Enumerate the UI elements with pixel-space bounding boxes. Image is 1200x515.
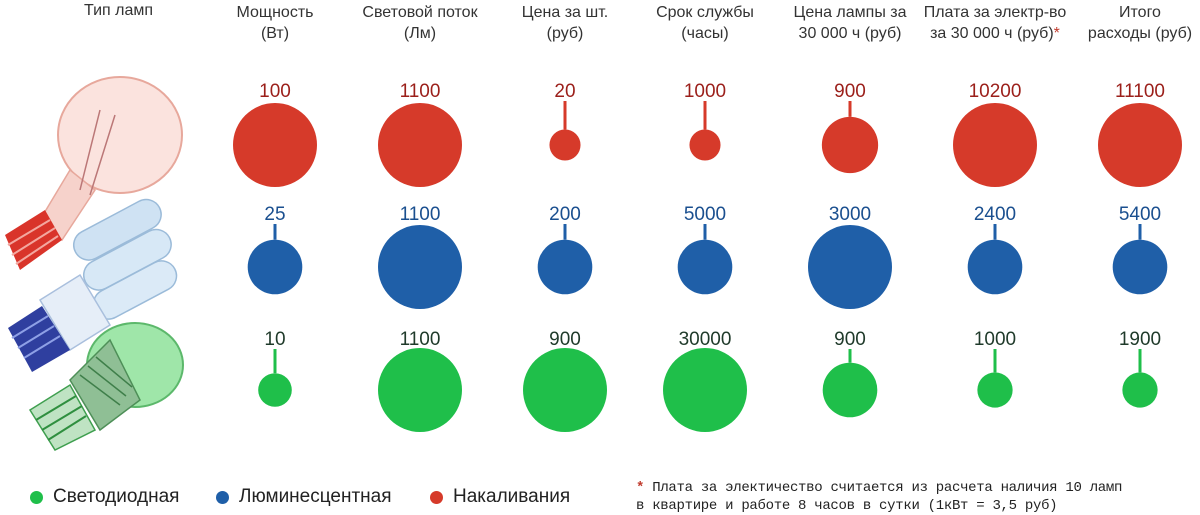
lamp-illustrations bbox=[5, 76, 184, 451]
value-label: 100 bbox=[259, 81, 291, 102]
bubble bbox=[1122, 372, 1158, 408]
legend-item-fluorescent: Люминесцентная bbox=[216, 486, 392, 508]
value-label: 5000 bbox=[684, 204, 726, 225]
value-label: 10200 bbox=[969, 81, 1022, 102]
bubble bbox=[977, 372, 1013, 408]
legend-fluorescent-dot bbox=[216, 490, 229, 504]
legend-item-led: Светодиодная bbox=[30, 486, 179, 508]
bubble bbox=[967, 239, 1023, 295]
bubble bbox=[258, 373, 292, 407]
column-header-line2: (руб) bbox=[546, 25, 584, 42]
bubble bbox=[677, 239, 733, 295]
value-label: 30000 bbox=[679, 329, 732, 350]
column-header-line1: Срок службы bbox=[656, 4, 754, 21]
value-label: 2400 bbox=[974, 204, 1016, 225]
column-header-line2: за 30 000 ч (руб)* bbox=[930, 25, 1060, 42]
value-label: 3000 bbox=[829, 204, 871, 225]
incandescent-bulb-icon bbox=[5, 76, 183, 270]
value-label: 5400 bbox=[1119, 204, 1161, 225]
column-header: Плата за электр-во за 30 000 ч (руб)* bbox=[924, 2, 1067, 44]
bubble bbox=[953, 103, 1037, 187]
column-header-line1: Цена за шт. bbox=[521, 4, 609, 21]
column-header: Итого расходы (руб) bbox=[1088, 2, 1192, 44]
bubble bbox=[822, 362, 878, 418]
bubble bbox=[378, 348, 462, 432]
column-header-line2: расходы (руб) bbox=[1087, 25, 1193, 42]
bubble bbox=[549, 129, 581, 161]
bubble bbox=[378, 103, 462, 187]
legend-incandescent-dot bbox=[430, 490, 443, 504]
lamp-type-header: Тип ламп bbox=[84, 2, 154, 19]
legend-incandescent-label: Накаливания bbox=[453, 486, 571, 507]
column-header-line1: Световой поток bbox=[362, 4, 478, 21]
bubble bbox=[808, 225, 892, 309]
column-header-line2: (Вт) bbox=[260, 25, 290, 42]
value-label: 10 bbox=[264, 329, 285, 350]
column-header: Мощность (Вт) bbox=[237, 2, 314, 44]
value-label: 900 bbox=[549, 329, 581, 350]
value-label: 1100 bbox=[400, 329, 441, 350]
column-header-star: * bbox=[1053, 25, 1060, 42]
value-label: 200 bbox=[549, 204, 581, 225]
legend-led-dot bbox=[30, 490, 43, 504]
column-header-line1: Мощность bbox=[236, 4, 314, 21]
footnote-star: * bbox=[636, 480, 645, 496]
bubble bbox=[689, 129, 721, 161]
bubble bbox=[821, 116, 879, 174]
cfl-bulb-icon bbox=[8, 198, 178, 372]
column-header-line2: (Лм) bbox=[403, 25, 437, 42]
column-header-line1: Цена лампы за bbox=[793, 4, 907, 21]
bubble bbox=[378, 225, 462, 309]
bubble bbox=[663, 348, 747, 432]
value-label: 25 bbox=[264, 204, 285, 225]
column-header-line1: Плата за электр-во bbox=[923, 4, 1067, 21]
column-header-line1: Итого bbox=[1119, 4, 1161, 21]
bubble bbox=[247, 239, 303, 295]
value-label: 20 bbox=[554, 81, 575, 102]
bubble-chart: 100 1100 20 1000 900 10200 11100 25 1100 200 5000 3… bbox=[233, 81, 1182, 432]
led-bulb-icon bbox=[28, 322, 184, 451]
bubble bbox=[537, 239, 593, 295]
bubble bbox=[1098, 103, 1182, 187]
column-header: Срок службы (часы) bbox=[656, 2, 754, 44]
legend-fluorescent-label: Люминесцентная bbox=[239, 486, 392, 507]
bubble bbox=[1112, 239, 1168, 295]
column-header: Цена за шт. (руб) bbox=[522, 2, 608, 44]
column-header: Цена лампы за 30 000 ч (руб) bbox=[794, 2, 907, 44]
bubble bbox=[523, 348, 607, 432]
column-header-line2: (часы) bbox=[681, 25, 729, 42]
value-label: 900 bbox=[834, 329, 866, 350]
value-label: 1100 bbox=[400, 204, 441, 225]
bubble bbox=[233, 103, 317, 187]
footnote-line2: в квартире и работе 8 часов в сутки (1кВ… bbox=[636, 498, 1058, 514]
column-header: Световой поток (Лм) bbox=[362, 2, 477, 44]
footnote-line1: Плата за электичество считается из расче… bbox=[652, 480, 1123, 496]
value-label: 1100 bbox=[400, 81, 441, 102]
column-header-line2: 30 000 ч (руб) bbox=[798, 25, 902, 42]
value-label: 11100 bbox=[1115, 81, 1165, 102]
value-label: 900 bbox=[834, 81, 866, 102]
value-label: 1000 bbox=[684, 81, 726, 102]
value-label: 1000 bbox=[974, 329, 1016, 350]
value-label: 1900 bbox=[1119, 329, 1161, 350]
legend-item-incandescent: Накаливания bbox=[430, 486, 570, 508]
footnote: * Плата за электичество считается из рас… bbox=[636, 479, 1122, 515]
legend-led-label: Светодиодная bbox=[53, 486, 180, 507]
